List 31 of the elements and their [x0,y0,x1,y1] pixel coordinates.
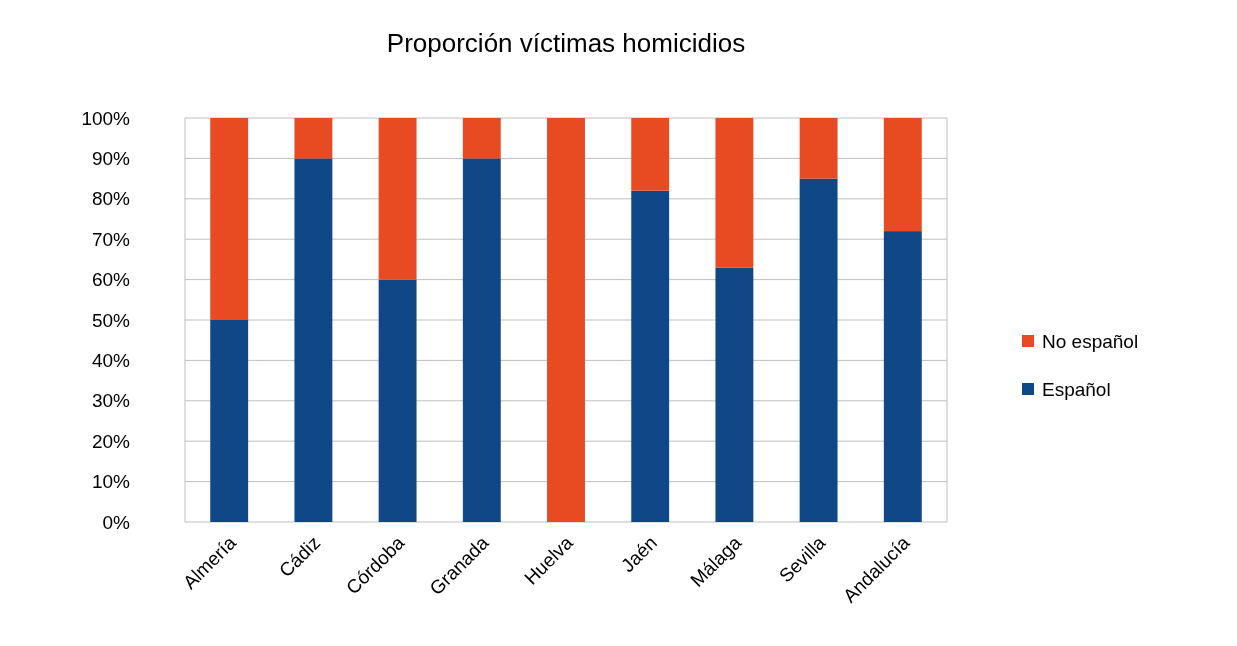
y-tick-label: 100% [81,107,131,129]
bar [715,118,754,268]
bar [378,118,417,280]
bar [294,118,333,159]
y-tick-label: 50% [91,309,131,331]
bar [462,158,501,522]
bar [883,118,922,232]
bar [883,231,922,522]
y-tick-label: 90% [91,148,131,170]
bar [547,118,585,522]
y-tick-label: 40% [91,350,131,372]
bar [799,178,838,522]
y-tick-label: 70% [91,228,131,250]
y-tick-label: 60% [91,269,131,291]
legend-label: Español [1042,378,1111,400]
bar [210,118,249,320]
bar [210,320,249,522]
bar [462,118,501,159]
chart-title: Proporción víctimas homicidios [386,28,746,58]
bar [631,118,670,191]
y-tick-label: 20% [91,430,131,452]
bar [715,267,754,522]
legend-label: No español [1042,330,1139,352]
bar [799,118,838,179]
y-tick-label: 10% [91,471,131,493]
bar [631,190,670,522]
y-tick-label: 30% [91,390,131,412]
y-tick-label: 80% [91,188,131,210]
bar [294,158,333,522]
bar [378,279,417,522]
y-tick-label: 0% [102,511,131,533]
